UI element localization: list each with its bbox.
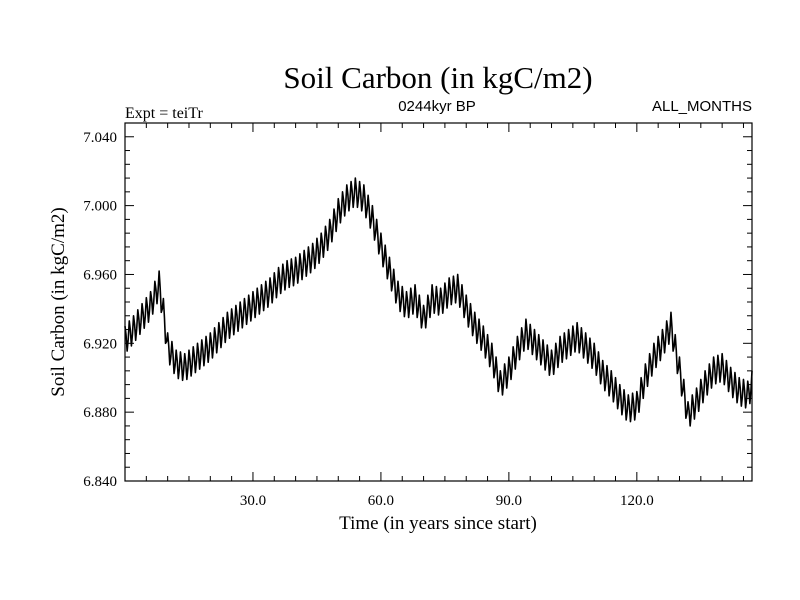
chart-title: Soil Carbon (in kgC/m2): [283, 60, 592, 95]
y-tick-label: 6.840: [83, 474, 117, 490]
chart-subtitle: 0244kyr BP: [398, 98, 476, 115]
x-tick-label: 60.0: [368, 493, 394, 509]
x-axis-label: Time (in years since start): [339, 513, 537, 534]
y-tick-label: 6.960: [83, 267, 117, 283]
y-tick-label: 6.920: [83, 336, 117, 352]
y-tick-label: 7.040: [83, 130, 117, 146]
y-tick-label: 6.880: [83, 405, 117, 421]
experiment-label: Expt = teiTr: [125, 105, 203, 122]
y-tick-label: 7.000: [83, 199, 117, 215]
y-axis-label: Soil Carbon (in kgC/m2): [48, 207, 69, 396]
x-tick-label: 90.0: [496, 493, 522, 509]
months-label: ALL_MONTHS: [652, 98, 752, 115]
x-tick-label: 120.0: [620, 493, 654, 509]
y-axis-ticks: 6.840 6.880 6.920 6.960 7.000 7.040: [83, 130, 752, 490]
x-axis-ticks: 30.0 60.0 90.0 120.0: [145, 123, 744, 509]
soil-carbon-series-line: [124, 177, 753, 427]
x-tick-label: 30.0: [240, 493, 266, 509]
